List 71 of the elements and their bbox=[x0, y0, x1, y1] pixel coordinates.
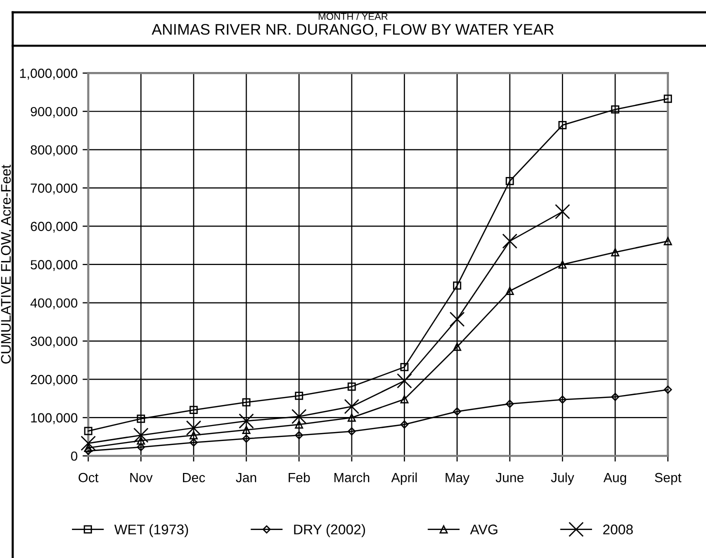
y-tick-label: 100,000 bbox=[31, 413, 78, 424]
x-tick-label: Sept bbox=[654, 472, 682, 485]
legend-label: DRY (2002) bbox=[294, 524, 366, 538]
y-axis-title: CUMULATIVE FLOW, Acre-Feet bbox=[1, 164, 12, 364]
point bbox=[506, 176, 514, 186]
point bbox=[611, 248, 620, 256]
point bbox=[242, 434, 250, 443]
point bbox=[453, 342, 462, 351]
y-tick-label: 500,000 bbox=[30, 260, 78, 271]
legend-label: 2008 bbox=[603, 524, 633, 534]
point bbox=[136, 436, 146, 445]
y-tick-label: 600,000 bbox=[30, 222, 78, 233]
point bbox=[400, 395, 409, 404]
point bbox=[611, 392, 620, 401]
y-tick-label: 800,000 bbox=[30, 145, 78, 156]
x-tick-label: Aug bbox=[603, 473, 626, 485]
x-tick-label: April bbox=[391, 472, 417, 485]
point bbox=[291, 408, 307, 424]
x-tick-label: Jan bbox=[236, 473, 256, 482]
point bbox=[396, 373, 412, 388]
point bbox=[84, 426, 92, 436]
point bbox=[506, 286, 514, 295]
point bbox=[294, 392, 304, 400]
point bbox=[506, 400, 514, 408]
chart-title: ANIMAS RIVER NR. DURANGO, FLOW BY WATER YEAR bbox=[152, 24, 554, 37]
point bbox=[664, 237, 672, 246]
point bbox=[238, 413, 254, 429]
point bbox=[133, 428, 149, 443]
y-tick-label: 200,000 bbox=[30, 374, 78, 386]
point bbox=[80, 436, 96, 451]
y-tick-label: 300,000 bbox=[30, 336, 78, 348]
point bbox=[400, 362, 409, 372]
y-tick-label: 900,000 bbox=[30, 106, 78, 118]
point bbox=[242, 398, 250, 406]
point bbox=[242, 426, 250, 434]
point bbox=[453, 281, 462, 290]
x-tick-label: July bbox=[550, 472, 574, 485]
point bbox=[502, 234, 518, 249]
point bbox=[348, 382, 356, 391]
x-tick-label: June bbox=[496, 473, 524, 482]
point bbox=[190, 406, 198, 414]
point bbox=[558, 260, 567, 269]
point bbox=[190, 431, 198, 440]
point bbox=[400, 420, 408, 429]
legend-label: AVG bbox=[470, 524, 498, 534]
point bbox=[186, 420, 202, 436]
x-tick-label: May bbox=[446, 473, 470, 485]
y-tick-label: 400,000 bbox=[30, 298, 78, 310]
point bbox=[554, 204, 570, 220]
point bbox=[664, 94, 672, 103]
text: MONTH / YEAR bbox=[318, 12, 388, 20]
y-tick-label: 0 bbox=[71, 451, 78, 461]
point bbox=[450, 312, 465, 327]
x-tick-label: Nov bbox=[130, 473, 153, 482]
x-tick-label: March bbox=[334, 472, 370, 482]
point bbox=[611, 105, 620, 114]
y-tick-label: 1,000,000 bbox=[20, 68, 78, 80]
point bbox=[294, 420, 304, 429]
point bbox=[453, 407, 462, 416]
point bbox=[190, 438, 198, 447]
point bbox=[664, 386, 672, 394]
x-tick-label: Oct bbox=[78, 472, 98, 482]
point bbox=[348, 414, 356, 422]
x-tick-label: Dec bbox=[182, 473, 206, 482]
x-tick-label: Feb bbox=[288, 472, 310, 482]
point bbox=[136, 414, 146, 423]
point bbox=[348, 427, 356, 436]
point bbox=[558, 121, 567, 130]
point bbox=[344, 398, 360, 414]
legend-label: WET (1973) bbox=[114, 524, 188, 538]
y-tick-label: 700,000 bbox=[30, 184, 78, 194]
